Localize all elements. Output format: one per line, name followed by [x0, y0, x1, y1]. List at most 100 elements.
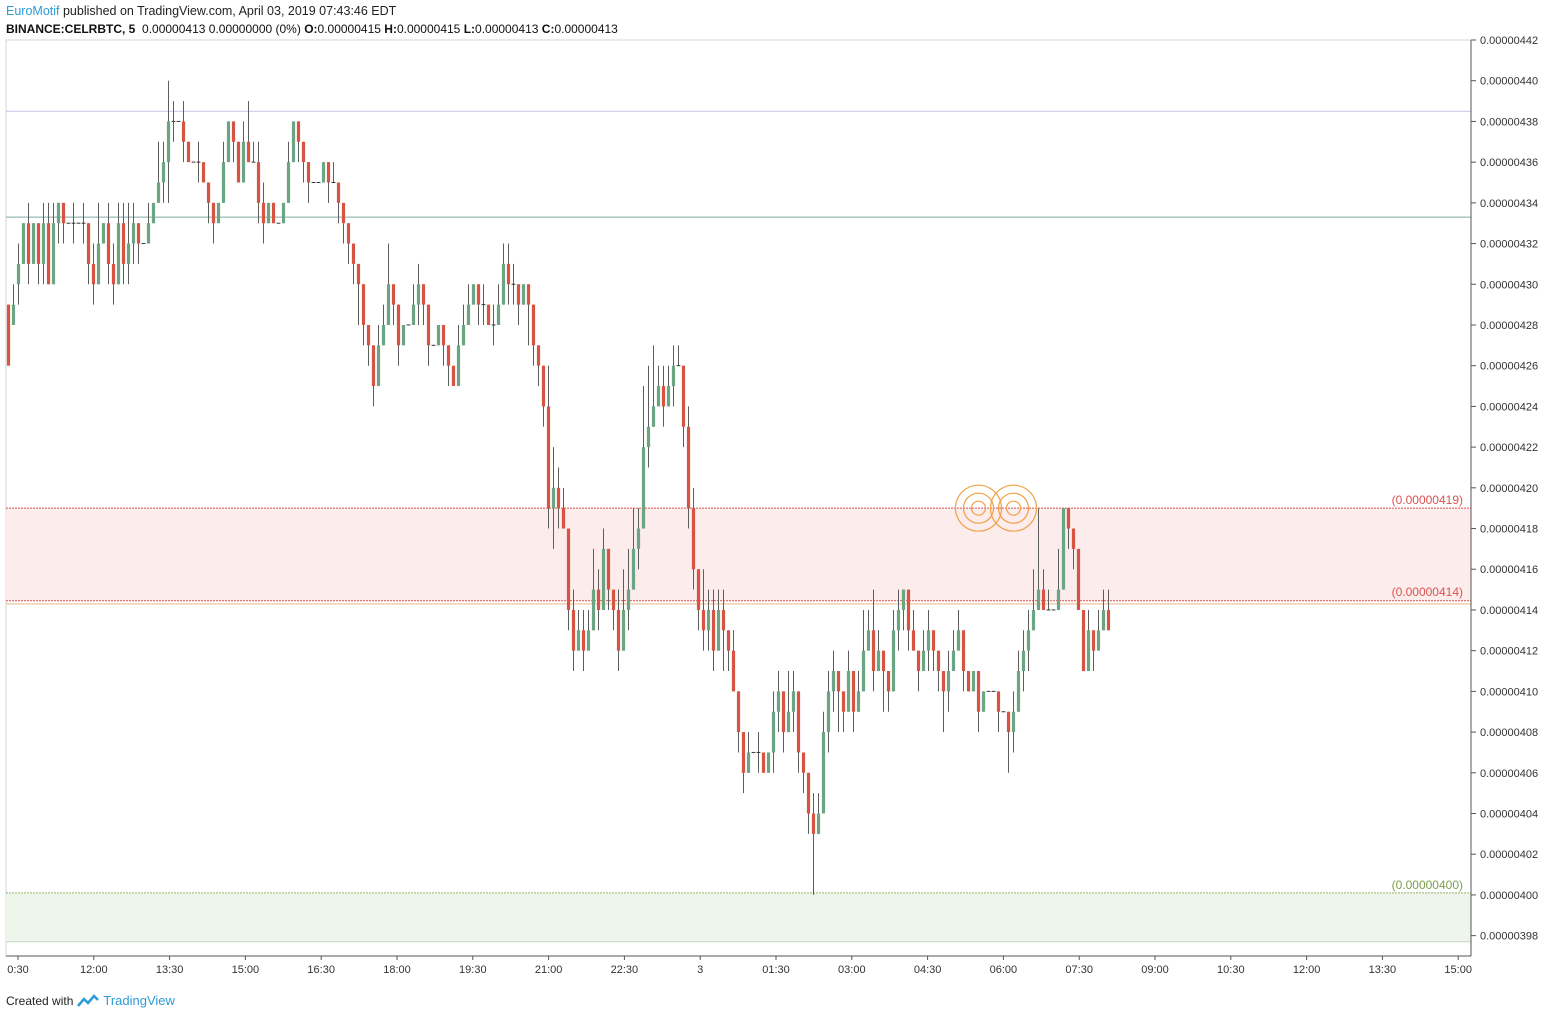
candle-down [911, 630, 916, 651]
candle-up [826, 691, 831, 733]
time-tick-label: 21:00 [535, 964, 563, 976]
candle-down [201, 162, 206, 183]
price-tick-label: 0.00000418 [1480, 524, 1538, 536]
price-tick-label: 0.00000408 [1480, 727, 1538, 739]
candle-down [346, 223, 351, 244]
candle-down [356, 263, 361, 285]
candle-up [21, 223, 26, 264]
published-text: published on TradingView.com, April 03, … [62, 4, 397, 18]
price-tick-label: 0.00000410 [1480, 686, 1538, 698]
candle-down [296, 121, 301, 142]
candle-down [736, 691, 741, 733]
candle-down [681, 365, 686, 427]
candle-up [416, 284, 421, 305]
candle-down [796, 691, 801, 753]
candle-down [566, 528, 571, 610]
price-tick-label: 0.00000438 [1480, 116, 1538, 128]
price-tick-label: 0.00000434 [1480, 198, 1538, 210]
created-with-label: Created with [6, 993, 74, 1008]
candle-down [801, 752, 806, 773]
candle-up [501, 263, 506, 305]
candle-up [896, 609, 901, 631]
candle-up [656, 386, 661, 407]
candle-up [151, 202, 156, 224]
candle-up [41, 223, 46, 264]
candle-up [901, 589, 906, 610]
candle-down [596, 589, 601, 610]
candle-up [116, 223, 121, 285]
candle-down [261, 202, 266, 224]
price-chart[interactable]: (0.00000419) (0.00000414) (0.00000400) 0.00… [0, 0, 1554, 990]
candle-up [216, 202, 221, 224]
candle-up [791, 691, 796, 712]
candle-down [236, 141, 241, 183]
candle-down [731, 650, 736, 692]
candle-up [166, 121, 171, 163]
candle-down [516, 284, 521, 305]
pattern-marker-ring [954, 484, 1003, 532]
candle-down [111, 263, 116, 285]
time-tick-label: 16:30 [307, 964, 335, 976]
candle-up [786, 711, 791, 733]
candle-down [936, 650, 941, 672]
candle-up [1026, 630, 1031, 651]
candle-up [1016, 671, 1021, 712]
candle-up [1036, 589, 1041, 610]
low-label: L: [463, 22, 476, 36]
last-price: 0.00000413 [142, 22, 206, 36]
candle-up [821, 732, 826, 814]
price-tick-label: 0.00000428 [1480, 320, 1538, 332]
candle-up [221, 162, 226, 203]
close-value: 0.00000413 [554, 22, 618, 36]
candle-up [146, 223, 151, 244]
candle-up [1096, 630, 1101, 651]
candle-up [651, 406, 656, 427]
candle-down [541, 365, 546, 407]
candle-up [816, 813, 821, 834]
candle-up [126, 243, 131, 264]
resistance-zone [6, 508, 1471, 601]
candle-up [1101, 609, 1106, 631]
time-tick-label: 15:00 [232, 964, 260, 976]
support-zone [6, 892, 1471, 942]
pattern-marker-ring [1005, 500, 1022, 516]
candle-up [386, 284, 391, 325]
candle-up [866, 630, 871, 651]
time-tick-label: 07:30 [1065, 964, 1093, 976]
candle-down [1041, 589, 1046, 610]
candle-up [436, 324, 441, 346]
candle-up [621, 609, 626, 651]
candle-down [486, 304, 491, 325]
price-tick-label: 0.00000416 [1480, 564, 1538, 576]
tradingview-brand[interactable]: TradingView [103, 993, 175, 1008]
candle-down [556, 487, 561, 509]
candle-up [31, 223, 36, 264]
resistance-top-label: (0.00000419) [1392, 493, 1463, 507]
candle-down [571, 609, 576, 651]
candle-down [711, 609, 716, 651]
candle-down [506, 263, 511, 285]
time-tick-label: 18:00 [383, 964, 411, 976]
open-value: 0.00000415 [317, 22, 381, 36]
candle-up [376, 345, 381, 387]
support-label: (0.00000400) [1392, 878, 1463, 892]
plot-frame [5, 39, 1472, 957]
price-tick-label: 0.00000406 [1480, 768, 1538, 780]
open-label: O: [304, 22, 318, 36]
candle-down [246, 141, 251, 163]
price-tick-label: 0.00000424 [1480, 401, 1538, 413]
candle-down [561, 508, 566, 529]
time-tick-label: 19:30 [459, 964, 487, 976]
candle-up [161, 162, 166, 183]
time-tick-label: 12:00 [80, 964, 108, 976]
candle-down [761, 752, 766, 773]
price-tick-label: 0.00000426 [1480, 361, 1538, 373]
candle-down [61, 202, 66, 224]
time-tick-label: 03:00 [838, 964, 866, 976]
candle-down [741, 732, 746, 773]
candle-down [606, 548, 611, 590]
author-link[interactable]: EuroMotif [6, 4, 60, 18]
candle-up [856, 691, 861, 712]
candle-down [1091, 630, 1096, 651]
candle-up [266, 202, 271, 224]
